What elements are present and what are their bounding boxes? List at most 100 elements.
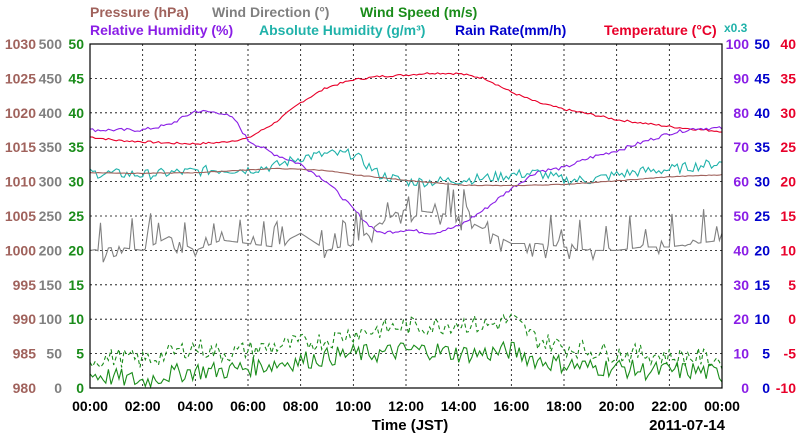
x-tick-label: 04:00 [177, 398, 213, 414]
legend-pressure: Pressure (hPa) [90, 4, 189, 20]
x-tick-label: 06:00 [230, 398, 266, 414]
y-tick-label-temperature: 0 [788, 311, 796, 327]
y-tick-label-relative_humidity: 90 [733, 70, 749, 86]
legend-rain_rate: Rain Rate(mm/h) [455, 22, 566, 38]
y-tick-label-wind_speed: 30 [68, 174, 84, 190]
y-tick-label-wind_direction: 400 [39, 105, 63, 121]
y-tick-label-wind_speed: 50 [68, 36, 84, 52]
y-tick-label-pressure: 980 [13, 380, 37, 396]
y-tick-label-relative_humidity: 30 [733, 277, 749, 293]
y-tick-label-relative_humidity: 10 [733, 346, 749, 362]
y-tick-label-rain_rate: 35 [754, 139, 770, 155]
y-tick-label-rain_rate: 25 [754, 208, 770, 224]
y-tick-label-rain_rate: 40 [754, 105, 770, 121]
chart-legend: Pressure (hPa) Wind Direction (°) Wind Spe… [90, 4, 748, 38]
y-tick-label-temperature: 25 [780, 139, 796, 155]
y-tick-label-rain_rate: 0 [762, 380, 770, 396]
y-tick-label-wind_direction: 150 [39, 277, 63, 293]
y-tick-label-wind_direction: 0 [54, 380, 62, 396]
y-tick-label-wind_speed: 45 [68, 70, 84, 86]
y-tick-label-wind_direction: 50 [46, 346, 62, 362]
y-tick-label-wind_speed: 35 [68, 139, 84, 155]
x-tick-label: 22:00 [651, 398, 687, 414]
y-tick-label-temperature: 10 [780, 242, 796, 258]
legend-wind_direction: Wind Direction (°) [212, 4, 329, 20]
y-tick-label-rain_rate: 15 [754, 277, 770, 293]
series-line-wind_speed [89, 340, 723, 390]
y-tick-label-relative_humidity: 20 [733, 311, 749, 327]
plot-border [89, 43, 723, 389]
y-tick-label-wind_direction: 350 [39, 139, 63, 155]
y-tick-label-pressure: 985 [13, 346, 37, 362]
legend-relative_humidity: Relative Humidity (%) [90, 22, 233, 38]
legend-wind_speed: Wind Speed (m/s) [360, 4, 477, 20]
y-tick-label-relative_humidity: 50 [733, 208, 749, 224]
y-tick-label-relative_humidity: 70 [733, 139, 749, 155]
y-tick-label-relative_humidity: 100 [726, 36, 750, 52]
y-tick-label-wind_speed: 0 [76, 380, 84, 396]
y-tick-label-temperature: 40 [780, 36, 796, 52]
y-tick-label-wind_direction: 200 [39, 242, 63, 258]
y-tick-label-rain_rate: 45 [754, 70, 770, 86]
y-tick-label-wind_direction: 450 [39, 70, 63, 86]
y-tick-label-wind_speed: 20 [68, 242, 84, 258]
y-tick-label-wind_direction: 250 [39, 208, 63, 224]
y-tick-label-temperature: 15 [780, 208, 796, 224]
x-tick-label: 00:00 [704, 398, 740, 414]
series-line-wind_direction [89, 180, 723, 263]
y-tick-label-relative_humidity: 40 [733, 242, 749, 258]
y-tick-label-wind_speed: 15 [68, 277, 84, 293]
y-tick-label-pressure: 1030 [5, 36, 36, 52]
x-tick-label: 18:00 [546, 398, 582, 414]
y-tick-label-wind_speed: 25 [68, 208, 84, 224]
series-line-temperature [89, 72, 722, 145]
y-tick-label-pressure: 1020 [5, 105, 36, 121]
x-tick-label: 00:00 [72, 398, 108, 414]
y-tick-label-rain_rate: 20 [754, 242, 770, 258]
y-tick-label-rain_rate: 50 [754, 36, 770, 52]
axis-labels: 1030102510201015101010051000995990985980… [5, 36, 796, 414]
y-tick-label-pressure: 1015 [5, 139, 36, 155]
x-tick-label: 02:00 [125, 398, 161, 414]
x-axis-title: Time (JST) [372, 417, 448, 434]
y-tick-label-rain_rate: 10 [754, 311, 770, 327]
y-tick-label-pressure: 990 [13, 311, 37, 327]
chart-series-layer [89, 72, 723, 390]
y-tick-label-pressure: 1025 [5, 70, 36, 86]
y-tick-label-wind_direction: 500 [39, 36, 63, 52]
y-tick-label-wind_speed: 10 [68, 311, 84, 327]
y-tick-label-temperature: 20 [780, 174, 796, 190]
y-tick-label-pressure: 995 [13, 277, 37, 293]
x-tick-label: 10:00 [335, 398, 371, 414]
y-tick-label-wind_speed: 5 [76, 346, 84, 362]
y-tick-label-wind_direction: 300 [39, 174, 63, 190]
y-tick-label-pressure: 1010 [5, 174, 36, 190]
y-tick-label-temperature: 5 [788, 277, 796, 293]
y-tick-label-relative_humidity: 0 [741, 380, 749, 396]
y-tick-label-relative_humidity: 80 [733, 105, 749, 121]
y-tick-label-temperature: -10 [776, 380, 796, 396]
y-tick-label-relative_humidity: 60 [733, 174, 749, 190]
series-line-pressure [89, 167, 723, 187]
y-tick-label-pressure: 1000 [5, 242, 36, 258]
x-tick-label: 14:00 [441, 398, 477, 414]
x-tick-label: 12:00 [388, 398, 424, 414]
x-tick-label: 16:00 [493, 398, 529, 414]
y-tick-label-temperature: 30 [780, 105, 796, 121]
plot-frame [89, 43, 723, 389]
y-tick-label-pressure: 1005 [5, 208, 36, 224]
y-tick-label-temperature: -5 [784, 346, 797, 362]
legend-absolute_humidity: Absolute Humidity (g/m³) [259, 22, 425, 38]
date-label: 2011-07-14 [649, 417, 726, 434]
y-tick-label-wind_speed: 40 [68, 105, 84, 121]
legend-absolute_humidity: x0.3 [724, 21, 748, 35]
y-tick-label-temperature: 35 [780, 70, 796, 86]
y-tick-label-wind_direction: 100 [39, 311, 63, 327]
y-tick-label-rain_rate: 5 [762, 346, 770, 362]
y-tick-label-rain_rate: 30 [754, 174, 770, 190]
legend-temperature: Temperature (°C) [604, 22, 717, 38]
series-line-wind_speed-gust [89, 313, 723, 369]
chart-grid [90, 44, 722, 388]
x-tick-label: 20:00 [599, 398, 635, 414]
